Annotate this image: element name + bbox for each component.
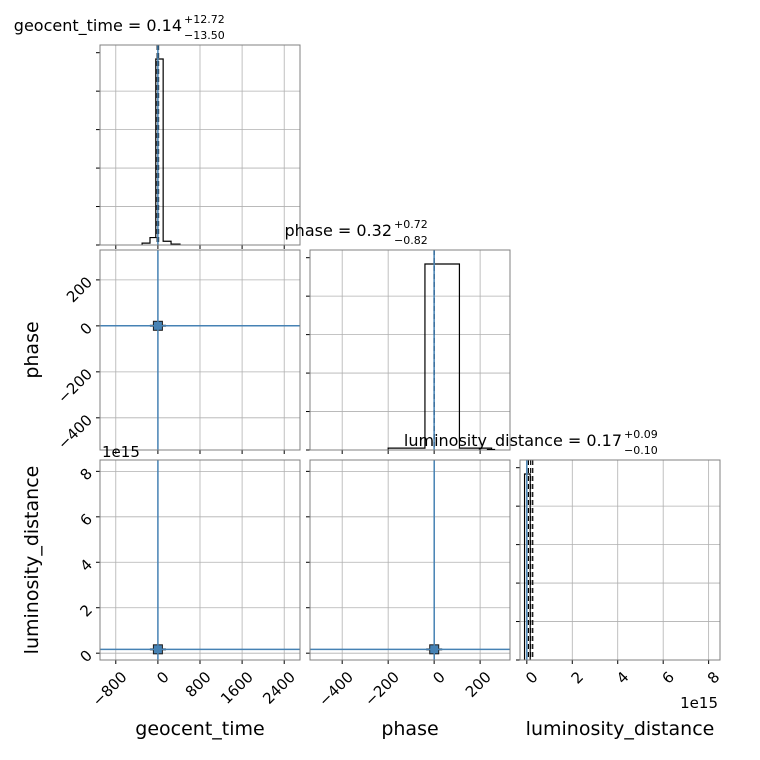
x-axis-label-phase: phase xyxy=(381,718,438,740)
y-tick-label: −200 xyxy=(54,365,96,407)
title-lower-error: −0.82 xyxy=(394,234,428,247)
title-upper-error: +12.72 xyxy=(184,13,225,26)
y-tick-label: 8 xyxy=(77,465,96,484)
x-tick-label: −800 xyxy=(89,668,131,710)
panel-title-geocent_time: geocent_time = 0.14 +12.72 −13.50 xyxy=(14,13,225,42)
y-axis-label-luminosity_distance: luminosity_distance xyxy=(21,466,43,655)
x-tick-label: 4 xyxy=(613,668,632,687)
x-tick-label: 1600 xyxy=(217,668,257,708)
histogram-bars xyxy=(387,263,493,450)
x-tick-label: 2400 xyxy=(259,668,299,708)
y-tick-label: 200 xyxy=(63,273,96,306)
y-tick-label: −400 xyxy=(54,411,96,453)
title-upper-error: +0.72 xyxy=(394,218,428,231)
x-tick-label: −200 xyxy=(361,668,403,710)
y-tick-label: 6 xyxy=(77,510,96,529)
title-upper-error: +0.09 xyxy=(624,428,658,441)
title-text: geocent_time = 0.14 xyxy=(14,16,182,36)
x-tick-label: 8 xyxy=(704,668,723,687)
scatter-panel-geocent_time-luminosity_distance: 0 2 4 6 8 −800 0 800 1600 2400 xyxy=(77,459,301,710)
x-tick-label: 800 xyxy=(182,668,215,701)
x-axis-label-luminosity_distance: luminosity_distance xyxy=(526,718,715,740)
injection-marker xyxy=(153,321,162,330)
y-tick-label: 0 xyxy=(77,319,96,338)
title-text: phase = 0.32 xyxy=(285,221,392,240)
y-tick-label: 0 xyxy=(77,646,96,665)
x-tick-label: 200 xyxy=(462,668,495,701)
panel-frame xyxy=(99,249,301,451)
scatter-panel-geocent_time-phase: −400−200 0 200 xyxy=(54,249,301,454)
x-tick-label: −400 xyxy=(315,668,357,710)
x-tick-label: 6 xyxy=(658,668,677,687)
x-tick-label: 0 xyxy=(429,668,448,687)
title-lower-error: −13.50 xyxy=(184,29,225,42)
histogram-panel-geocent_time xyxy=(96,44,301,249)
x-tick-label: 0 xyxy=(522,668,541,687)
y-tick-label: 2 xyxy=(77,601,96,620)
panel-frame xyxy=(99,44,301,246)
y-offset-text: 1e15 xyxy=(102,443,140,461)
y-axis-label-phase: phase xyxy=(21,321,43,378)
x-axis-label-geocent_time: geocent_time xyxy=(135,718,264,740)
panel-frame xyxy=(99,459,301,661)
x-tick-label: 0 xyxy=(153,668,172,687)
x-tick-label: 2 xyxy=(568,668,587,687)
panel-frame xyxy=(519,459,721,661)
x-offset-text: 1e15 xyxy=(680,694,718,712)
panel-title-luminosity_distance: luminosity_distance = 0.17 +0.09 −0.10 xyxy=(404,428,658,457)
title-lower-error: −0.10 xyxy=(624,444,658,457)
panel-frame xyxy=(309,459,511,661)
injection-marker xyxy=(153,645,162,654)
panel-title-phase: phase = 0.32 +0.72 −0.82 xyxy=(285,218,428,247)
histogram-panel-luminosity_distance: 0 2 4 6 8 xyxy=(516,459,723,688)
scatter-panel-phase-luminosity_distance: −400 −200 0 200 xyxy=(306,459,511,710)
title-text: luminosity_distance = 0.17 xyxy=(404,431,622,451)
y-tick-label: 4 xyxy=(77,556,96,575)
panel-frame xyxy=(309,249,511,451)
histogram-bars xyxy=(141,58,181,245)
injection-marker xyxy=(430,645,439,654)
histogram-panel-phase xyxy=(306,249,511,454)
